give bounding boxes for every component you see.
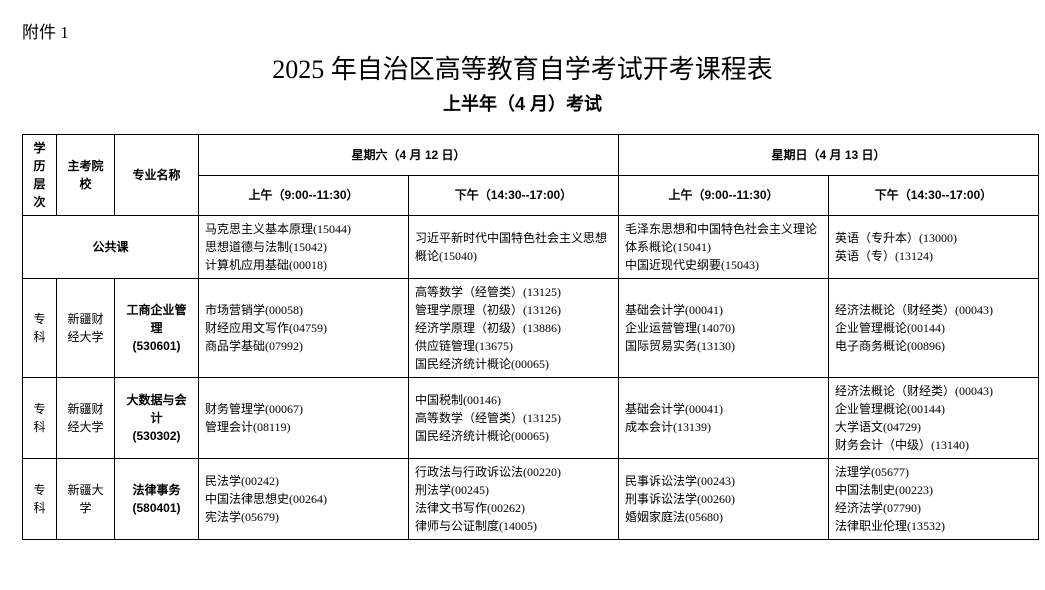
table-row: 专科 新疆财经大学 大数据与会计(530302) 财务管理学(00067)管理会… [23,378,1039,459]
cell-school: 新疆大学 [57,459,115,540]
cell-public-sun-pm: 英语（专升本）(13000)英语（专）(13124) [829,216,1039,279]
table-row: 专科 新疆财经大学 工商企业管理(530601) 市场营销学(00058)财经应… [23,279,1039,378]
cell-public-sun-am: 毛泽东思想和中国特色社会主义理论体系概论(15041)中国近现代史纲要(1504… [619,216,829,279]
cell-public-sat-am: 马克思主义基本原理(15044)思想道德与法制(15042)计算机应用基础(00… [199,216,409,279]
cell-major: 工商企业管理(530601) [115,279,199,378]
cell-school: 新疆财经大学 [57,378,115,459]
th-sun-pm: 下午（14:30--17:00） [829,175,1039,216]
cell-sat-am: 财务管理学(00067)管理会计(08119) [199,378,409,459]
cell-sat-am: 民法学(00242)中国法律思想史(00264)宪法学(05679) [199,459,409,540]
page-title: 2025 年自治区高等教育自学考试开考课程表 [22,49,1023,86]
schedule-table: 学历层次 主考院校 专业名称 星期六（4 月 12 日） 星期日（4 月 13 … [22,134,1039,540]
th-sun-am: 上午（9:00--11:30） [619,175,829,216]
cell-sun-pm: 法理学(05677)中国法制史(00223)经济法学(07790)法律职业伦理(… [829,459,1039,540]
cell-level: 专科 [23,459,57,540]
cell-sat-pm: 行政法与行政诉讼法(00220)刑法学(00245)法律文书写作(00262)律… [409,459,619,540]
cell-sun-am: 基础会计学(00041)成本会计(13139) [619,378,829,459]
cell-sun-am: 民事诉讼法学(00243)刑事诉讼法学(00260)婚姻家庭法(05680) [619,459,829,540]
public-course-row: 公共课 马克思主义基本原理(15044)思想道德与法制(15042)计算机应用基… [23,216,1039,279]
cell-major: 法律事务(580401) [115,459,199,540]
cell-sat-pm: 中国税制(00146)高等数学（经管类）(13125)国民经济统计概论(0006… [409,378,619,459]
th-sat-am: 上午（9:00--11:30） [199,175,409,216]
cell-sat-am: 市场营销学(00058)财经应用文写作(04759)商品学基础(07992) [199,279,409,378]
cell-sun-pm: 经济法概论（财经类）(00043)企业管理概论(00144)电子商务概论(008… [829,279,1039,378]
cell-school: 新疆财经大学 [57,279,115,378]
attachment-label: 附件 1 [22,18,1023,43]
th-day1: 星期六（4 月 12 日） [199,135,619,176]
cell-major: 大数据与会计(530302) [115,378,199,459]
cell-level: 专科 [23,279,57,378]
cell-level: 专科 [23,378,57,459]
th-sat-pm: 下午（14:30--17:00） [409,175,619,216]
th-major: 专业名称 [115,135,199,216]
th-school: 主考院校 [57,135,115,216]
table-row: 专科 新疆大学 法律事务(580401) 民法学(00242)中国法律思想史(0… [23,459,1039,540]
cell-sun-pm: 经济法概论（财经类）(00043)企业管理概论(00144)大学语文(04729… [829,378,1039,459]
cell-sat-pm: 高等数学（经管类）(13125)管理学原理（初级）(13126)经济学原理（初级… [409,279,619,378]
page-subtitle: 上半年（4 月）考试 [22,90,1023,116]
th-day2: 星期日（4 月 13 日） [619,135,1039,176]
cell-sun-am: 基础会计学(00041)企业运营管理(14070)国际贸易实务(13130) [619,279,829,378]
public-course-label: 公共课 [23,216,199,279]
th-level: 学历层次 [23,135,57,216]
cell-public-sat-pm: 习近平新时代中国特色社会主义思想概论(15040) [409,216,619,279]
